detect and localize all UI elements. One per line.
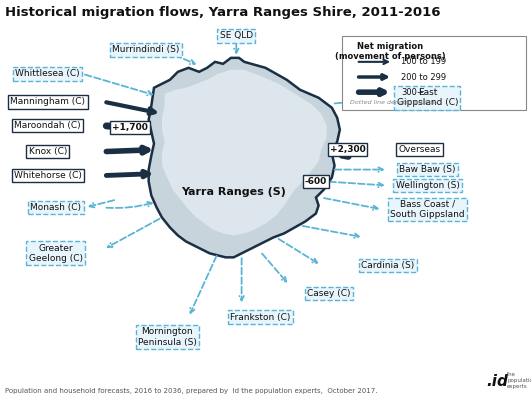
Text: Mornington
Peninsula (S): Mornington Peninsula (S)	[138, 328, 196, 347]
Text: Greater
Geelong (C): Greater Geelong (C)	[29, 244, 83, 263]
Text: Yarra Ranges (S): Yarra Ranges (S)	[181, 186, 286, 197]
Text: Monash (C): Monash (C)	[30, 203, 81, 212]
Text: Baw Baw (S): Baw Baw (S)	[399, 165, 456, 174]
Polygon shape	[162, 70, 327, 235]
FancyBboxPatch shape	[342, 36, 526, 110]
Text: +2,300: +2,300	[330, 145, 366, 154]
Text: Maroondah (C): Maroondah (C)	[14, 121, 81, 130]
Text: .id: .id	[486, 374, 508, 389]
Text: 300+: 300+	[401, 88, 424, 97]
Text: Whitehorse (C): Whitehorse (C)	[14, 171, 82, 180]
Text: 100 to 199: 100 to 199	[401, 57, 446, 66]
Text: Manningham (C): Manningham (C)	[10, 97, 85, 106]
Text: -600: -600	[305, 177, 327, 186]
Text: Dotted line denotes outflow: Dotted line denotes outflow	[350, 100, 438, 105]
Text: Cardinia (S): Cardinia (S)	[361, 261, 414, 270]
Text: East
Gippsland (C): East Gippsland (C)	[397, 88, 458, 107]
Text: Knox (C): Knox (C)	[29, 147, 67, 156]
Text: Population and household forecasts, 2016 to 2036, prepared by  id the population: Population and household forecasts, 2016…	[5, 388, 378, 394]
Text: Bass Coast /
South Gippsland: Bass Coast / South Gippsland	[390, 200, 465, 219]
Text: Whittlesea (C): Whittlesea (C)	[15, 69, 80, 78]
Text: Net migration
(movement of persons): Net migration (movement of persons)	[335, 42, 446, 61]
Text: 200 to 299: 200 to 299	[401, 73, 446, 81]
Text: Casey (C): Casey (C)	[307, 289, 351, 298]
Text: the
population
experts: the population experts	[507, 372, 531, 389]
Polygon shape	[149, 58, 340, 257]
Text: +1,700: +1,700	[112, 123, 148, 132]
Text: Wellington (S): Wellington (S)	[396, 181, 459, 190]
Text: Murrindindi (S): Murrindindi (S)	[113, 45, 179, 54]
Text: Historical migration flows, Yarra Ranges Shire, 2011-2016: Historical migration flows, Yarra Ranges…	[5, 6, 441, 19]
Text: Frankston (C): Frankston (C)	[230, 313, 290, 322]
Text: SE QLD: SE QLD	[220, 32, 253, 40]
Text: Overseas: Overseas	[398, 145, 441, 154]
